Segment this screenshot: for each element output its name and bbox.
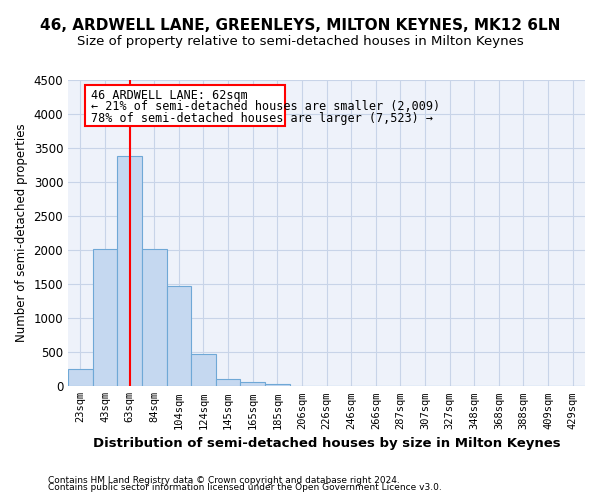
- X-axis label: Distribution of semi-detached houses by size in Milton Keynes: Distribution of semi-detached houses by …: [93, 437, 560, 450]
- Bar: [117, 156, 142, 386]
- Text: ← 21% of semi-detached houses are smaller (2,009): ← 21% of semi-detached houses are smalle…: [91, 100, 440, 114]
- Y-axis label: Number of semi-detached properties: Number of semi-detached properties: [15, 124, 28, 342]
- Text: 46 ARDWELL LANE: 62sqm: 46 ARDWELL LANE: 62sqm: [91, 89, 248, 102]
- Bar: [167, 286, 191, 386]
- Bar: [85, 85, 284, 126]
- Bar: [68, 370, 92, 386]
- Bar: [265, 384, 290, 386]
- Text: Contains HM Land Registry data © Crown copyright and database right 2024.: Contains HM Land Registry data © Crown c…: [48, 476, 400, 485]
- Text: 78% of semi-detached houses are larger (7,523) →: 78% of semi-detached houses are larger (…: [91, 112, 433, 125]
- Text: 46, ARDWELL LANE, GREENLEYS, MILTON KEYNES, MK12 6LN: 46, ARDWELL LANE, GREENLEYS, MILTON KEYN…: [40, 18, 560, 32]
- Bar: [216, 379, 241, 386]
- Text: Size of property relative to semi-detached houses in Milton Keynes: Size of property relative to semi-detach…: [77, 35, 523, 48]
- Bar: [191, 354, 216, 386]
- Bar: [92, 249, 117, 386]
- Text: Contains public sector information licensed under the Open Government Licence v3: Contains public sector information licen…: [48, 484, 442, 492]
- Bar: [142, 250, 167, 386]
- Bar: [241, 382, 265, 386]
